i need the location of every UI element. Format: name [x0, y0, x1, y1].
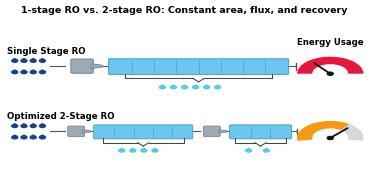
FancyBboxPatch shape	[203, 126, 220, 137]
Circle shape	[159, 86, 165, 89]
Polygon shape	[130, 148, 136, 151]
FancyBboxPatch shape	[94, 125, 193, 139]
FancyBboxPatch shape	[108, 59, 289, 74]
Circle shape	[119, 149, 125, 152]
Polygon shape	[170, 85, 176, 87]
Circle shape	[39, 59, 45, 62]
Polygon shape	[39, 135, 45, 137]
Circle shape	[193, 86, 199, 89]
Circle shape	[30, 136, 36, 139]
Circle shape	[130, 149, 136, 152]
Circle shape	[12, 125, 18, 128]
Circle shape	[39, 125, 45, 128]
Polygon shape	[152, 148, 158, 151]
Circle shape	[30, 125, 36, 128]
Polygon shape	[263, 148, 269, 151]
Polygon shape	[218, 130, 227, 133]
Wedge shape	[297, 57, 363, 74]
Polygon shape	[21, 70, 27, 72]
Circle shape	[204, 86, 210, 89]
FancyBboxPatch shape	[230, 125, 292, 139]
Circle shape	[21, 71, 27, 74]
Polygon shape	[246, 148, 252, 151]
Circle shape	[313, 129, 348, 147]
Polygon shape	[12, 59, 18, 61]
Polygon shape	[30, 135, 36, 137]
Polygon shape	[12, 70, 18, 72]
Circle shape	[152, 149, 158, 152]
Circle shape	[327, 136, 333, 139]
Circle shape	[12, 59, 18, 62]
Circle shape	[21, 59, 27, 62]
Circle shape	[182, 86, 187, 89]
Polygon shape	[182, 85, 187, 87]
Wedge shape	[297, 121, 349, 141]
Polygon shape	[12, 135, 18, 137]
Circle shape	[30, 71, 36, 74]
Circle shape	[141, 149, 147, 152]
Polygon shape	[30, 59, 36, 61]
Polygon shape	[21, 124, 27, 126]
FancyBboxPatch shape	[68, 126, 85, 137]
Polygon shape	[215, 85, 221, 87]
Polygon shape	[159, 85, 165, 87]
Circle shape	[12, 71, 18, 74]
Circle shape	[215, 86, 221, 89]
Polygon shape	[39, 70, 45, 72]
Polygon shape	[21, 135, 27, 137]
Circle shape	[12, 136, 18, 139]
Wedge shape	[330, 124, 363, 141]
Circle shape	[21, 125, 27, 128]
Circle shape	[170, 86, 176, 89]
Polygon shape	[21, 59, 27, 61]
Circle shape	[327, 72, 333, 75]
Circle shape	[21, 136, 27, 139]
Text: 1-stage RO vs. 2-stage RO: Constant area, flux, and recovery: 1-stage RO vs. 2-stage RO: Constant area…	[21, 6, 348, 15]
Polygon shape	[193, 85, 199, 87]
Polygon shape	[82, 130, 91, 133]
Circle shape	[263, 149, 269, 152]
Circle shape	[39, 136, 45, 139]
Polygon shape	[30, 124, 36, 126]
Text: Single Stage RO: Single Stage RO	[7, 47, 86, 56]
Text: Energy Usage: Energy Usage	[297, 38, 363, 47]
Circle shape	[313, 65, 348, 83]
Polygon shape	[39, 59, 45, 61]
Polygon shape	[12, 124, 18, 126]
Polygon shape	[30, 70, 36, 72]
Polygon shape	[91, 64, 103, 69]
Circle shape	[30, 59, 36, 62]
Text: Optimized 2-Stage RO: Optimized 2-Stage RO	[7, 112, 115, 121]
Polygon shape	[141, 148, 147, 151]
Polygon shape	[119, 148, 125, 151]
Polygon shape	[204, 85, 210, 87]
Polygon shape	[39, 124, 45, 126]
FancyBboxPatch shape	[71, 59, 93, 73]
Circle shape	[39, 71, 45, 74]
Circle shape	[246, 149, 252, 152]
